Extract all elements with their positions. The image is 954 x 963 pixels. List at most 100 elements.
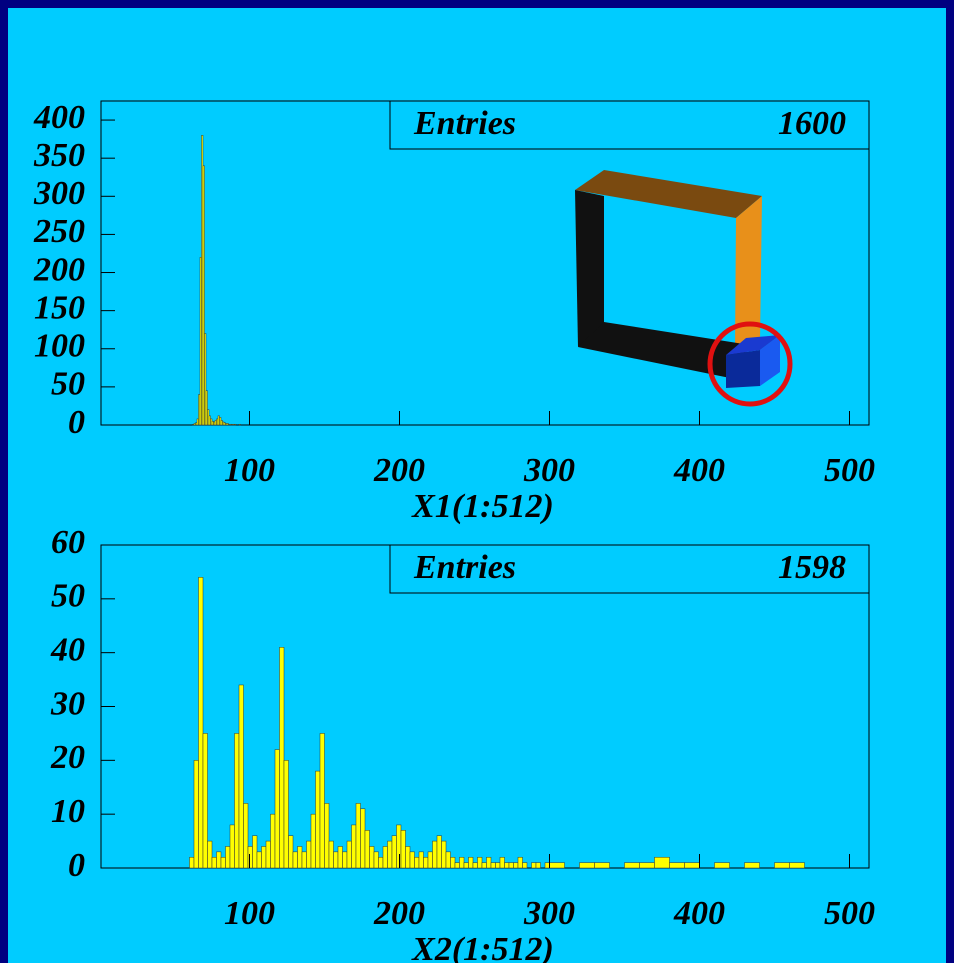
bar <box>280 647 285 868</box>
bar <box>505 863 510 868</box>
y-tick-label: 20 <box>50 739 85 776</box>
bar <box>775 863 790 868</box>
bar <box>325 803 330 868</box>
bar <box>437 836 442 868</box>
bar <box>226 846 231 868</box>
bar <box>625 863 640 868</box>
y-tick-label: 50 <box>51 366 85 403</box>
bar <box>670 863 685 868</box>
y-tick-label: 30 <box>50 685 85 722</box>
bar <box>478 857 483 868</box>
y-tick-label: 200 <box>33 251 85 288</box>
bar <box>640 863 655 868</box>
bar <box>473 863 478 868</box>
bar <box>253 836 258 868</box>
bar <box>352 825 357 868</box>
y-tick-label: 10 <box>51 793 85 830</box>
bar <box>491 863 496 868</box>
bar <box>518 857 523 868</box>
bar <box>361 809 366 868</box>
bar <box>424 857 429 868</box>
bar <box>235 733 240 868</box>
stats-value: 1600 <box>778 105 846 142</box>
bar <box>536 863 541 868</box>
y-tick-label: 400 <box>33 99 85 136</box>
bar <box>194 760 199 868</box>
bar <box>347 841 352 868</box>
bar <box>464 863 469 868</box>
bar <box>383 846 388 868</box>
x-tick-label: 500 <box>824 895 875 932</box>
x-axis-label: X2(1:512) <box>411 931 554 963</box>
bar <box>239 424 241 425</box>
stats-label: Entries <box>413 105 516 142</box>
bar <box>199 577 204 868</box>
bar <box>410 852 415 868</box>
y-tick-label: 350 <box>33 137 85 174</box>
x-axis-label: X1(1:512) <box>411 488 554 525</box>
bar <box>217 852 222 868</box>
bar <box>442 841 447 868</box>
bar <box>239 685 244 868</box>
bar <box>428 852 433 868</box>
bar <box>509 863 514 868</box>
bar <box>257 852 262 868</box>
x-tick-label: 100 <box>224 452 275 489</box>
bar <box>392 836 397 868</box>
bar <box>338 846 343 868</box>
bar <box>406 846 411 868</box>
bar <box>460 857 465 868</box>
bar <box>685 863 700 868</box>
y-tick-label: 250 <box>33 213 85 250</box>
bar <box>580 863 595 868</box>
bar <box>320 733 325 868</box>
bar <box>419 852 424 868</box>
bar <box>307 841 312 868</box>
bar <box>356 803 361 868</box>
bar <box>271 814 276 868</box>
bar <box>374 852 379 868</box>
y-tick-label: 300 <box>33 175 85 212</box>
canvas: 100200300400500050100150200250300350400X… <box>0 0 954 963</box>
x-tick-label: 300 <box>523 895 575 932</box>
bar <box>212 857 217 868</box>
bar <box>469 857 474 868</box>
bar <box>203 733 208 868</box>
bar <box>500 857 505 868</box>
bar <box>550 863 565 868</box>
bar <box>715 863 730 868</box>
bar <box>262 846 267 868</box>
bar <box>451 857 456 868</box>
bar <box>365 830 370 868</box>
bar <box>329 841 334 868</box>
bar <box>235 424 237 425</box>
x-tick-label: 100 <box>224 895 275 932</box>
x-tick-label: 500 <box>824 452 875 489</box>
bar <box>370 846 375 868</box>
bar <box>745 863 760 868</box>
bar <box>230 825 235 868</box>
bar <box>343 852 348 868</box>
x-tick-label: 200 <box>373 895 425 932</box>
bar <box>208 841 213 868</box>
bar <box>298 846 303 868</box>
bar <box>532 863 537 868</box>
bar <box>514 863 519 868</box>
y-tick-label: 0 <box>68 847 85 884</box>
x-tick-label: 200 <box>373 452 425 489</box>
bar <box>244 803 249 868</box>
y-tick-label: 0 <box>68 404 85 441</box>
bar <box>221 857 226 868</box>
bar <box>401 830 406 868</box>
bar <box>388 841 393 868</box>
y-tick-label: 60 <box>51 524 85 561</box>
x-tick-label: 400 <box>673 895 725 932</box>
bar <box>523 863 528 868</box>
y-tick-label: 150 <box>34 289 85 326</box>
y-tick-label: 100 <box>34 328 85 365</box>
stats-value: 1598 <box>778 549 846 586</box>
bar <box>293 852 298 868</box>
bar <box>790 863 805 868</box>
bar <box>496 863 501 868</box>
pad <box>8 8 946 963</box>
